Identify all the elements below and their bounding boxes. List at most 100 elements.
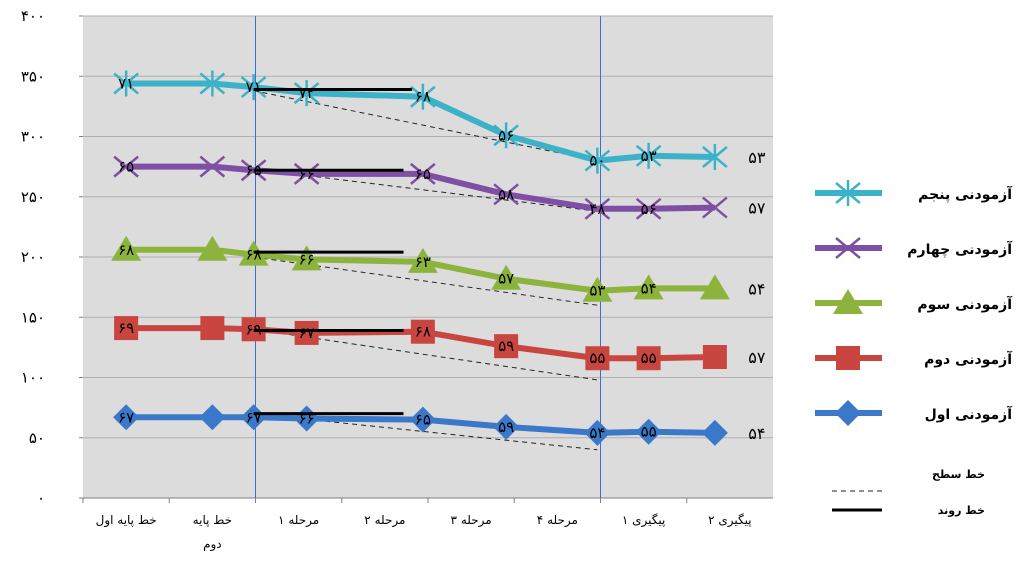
data-point: [584, 147, 611, 174]
data-point: [835, 180, 861, 206]
data-point: [702, 196, 728, 219]
data-point: [410, 162, 436, 185]
data-point: [410, 83, 436, 110]
y-tick-label: ۲۰۰: [21, 248, 45, 266]
data-point: [293, 80, 320, 107]
x-axis: خط پایه اول خط پایه دوم مرحله ۱ مرحله ۲ مرحله…: [82, 498, 752, 552]
data-label: ۶۸: [415, 323, 431, 341]
data-label: ۵۴: [748, 424, 765, 443]
series-lines: [111, 70, 730, 446]
data-point: [702, 143, 728, 170]
y-axis: ۰ ۵۰ ۱۰۰ ۱۵۰ ۲۰۰ ۲۵۰ ۳۰۰ ۳۵۰ ۴۰۰: [21, 7, 83, 507]
data-point: [633, 274, 664, 300]
data-label: ۵۵: [641, 423, 657, 441]
legend-label: آزمودنی سوم: [917, 295, 1013, 313]
legend-label: آزمودنی پنجم: [918, 185, 1013, 203]
y-tick-label: ۴۰۰: [21, 7, 45, 25]
data-label: ۶۵: [118, 158, 134, 176]
x-tick-label: مرحله ۳: [451, 513, 492, 528]
data-point: [584, 419, 611, 446]
legend-label: آزمودنی دوم: [924, 350, 1013, 368]
x-tick-label: پیگیری ۲: [708, 513, 752, 528]
x-tick-label: خط پایه: [193, 513, 232, 527]
y-tick-label: ۲۵۰: [21, 188, 45, 206]
legend-label: آزمودنی چهارم: [907, 240, 1013, 258]
data-point: [493, 122, 519, 149]
data-point: [494, 334, 519, 359]
data-point: [113, 155, 139, 178]
data-point: [197, 235, 228, 261]
data-point: [410, 319, 435, 344]
data-label: ۵۷: [748, 199, 766, 218]
data-point: [111, 235, 142, 261]
data-point: [240, 404, 267, 431]
y-tick-label: ۳۵۰: [21, 67, 45, 85]
data-label: ۶۵: [246, 161, 262, 179]
data-label: ۵۶: [641, 200, 657, 218]
x-tick-label: مرحله ۴: [537, 513, 578, 528]
data-label: ۵۸: [498, 185, 514, 203]
data-label: ۵۴: [641, 279, 657, 297]
data-label: ۵۶: [498, 126, 514, 144]
legend-label: آزمودنی اول: [925, 405, 1014, 423]
x-tick-label: مرحله ۲: [364, 513, 405, 528]
data-label: ۵۰: [589, 152, 605, 170]
legend-trend-label: خط روند: [938, 504, 985, 517]
data-label: ۶۳: [415, 253, 431, 271]
data-label: ۵۳: [641, 147, 657, 165]
data-label: ۶۶: [299, 165, 315, 183]
data-label: ۷۱: [118, 74, 134, 92]
data-label: ۵۴: [748, 279, 765, 298]
data-label: ۶۶: [299, 250, 315, 268]
data-point: [836, 346, 860, 370]
x-tick-label: خط پایه اول: [96, 513, 157, 528]
data-point: [584, 197, 611, 220]
y-tick-label: ۳۰۰: [21, 128, 45, 146]
x-tick-label: دوم: [203, 537, 222, 552]
data-label: ۶۷: [299, 324, 315, 342]
legend: آزمودنی پنجم آزمودنی چهارم آزمودنی سوم آزمو…: [815, 180, 1013, 517]
data-label: ۶۸: [118, 241, 134, 259]
level-lines: [253, 88, 413, 416]
data-point: [835, 400, 861, 426]
data-label: ۶۸: [246, 246, 262, 264]
data-point: [293, 162, 320, 185]
data-point: [200, 316, 225, 341]
data-point: [835, 237, 861, 259]
data-label: ۵۵: [641, 349, 657, 367]
data-labels: ۶۷ ۶۷ ۶۶ ۶۵ ۵۹ ۵۴ ۵۵ ۵۴ ۶۹ ۶۹ ۶۷ ۶۸ ۵۹ ۵۵ ۵۵ ۵۷ ۶۸ ۶۸ ۶۶ ۶۳…: [118, 74, 766, 442]
data-point: [635, 197, 662, 220]
x-tick-label: پیگیری ۱: [622, 513, 666, 528]
data-point: [294, 320, 319, 345]
data-label: ۶۷: [246, 408, 262, 426]
data-label: ۴۸: [589, 200, 605, 218]
data-label: ۶۶: [299, 409, 315, 427]
data-point: [291, 245, 322, 271]
data-label: ۵۴: [589, 424, 605, 442]
data-label: ۷۲: [299, 84, 315, 102]
data-point: [635, 142, 662, 169]
data-point: [491, 264, 522, 290]
legend-level-label: خط سطح: [932, 468, 985, 481]
data-point: [293, 405, 320, 432]
trend-line: [253, 90, 598, 162]
data-label: ۵۳: [589, 282, 605, 300]
data-point: [699, 274, 730, 300]
y-tick-label: ۵۰: [29, 429, 45, 447]
data-point: [493, 413, 520, 440]
data-point: [240, 74, 267, 101]
data-point: [701, 419, 728, 446]
data-point: [199, 404, 226, 431]
data-point: [409, 406, 436, 433]
data-point: [199, 70, 226, 97]
y-tick-label: ۰: [37, 489, 45, 507]
data-label: ۶۷: [118, 408, 134, 426]
data-label: ۵۷: [748, 348, 766, 367]
data-label: ۶۹: [118, 319, 134, 337]
data-label: ۵۹: [498, 418, 514, 436]
data-point: [113, 70, 139, 97]
data-label: ۶۸: [415, 88, 431, 106]
data-point: [493, 183, 519, 206]
data-label: ۶۵: [415, 165, 431, 183]
